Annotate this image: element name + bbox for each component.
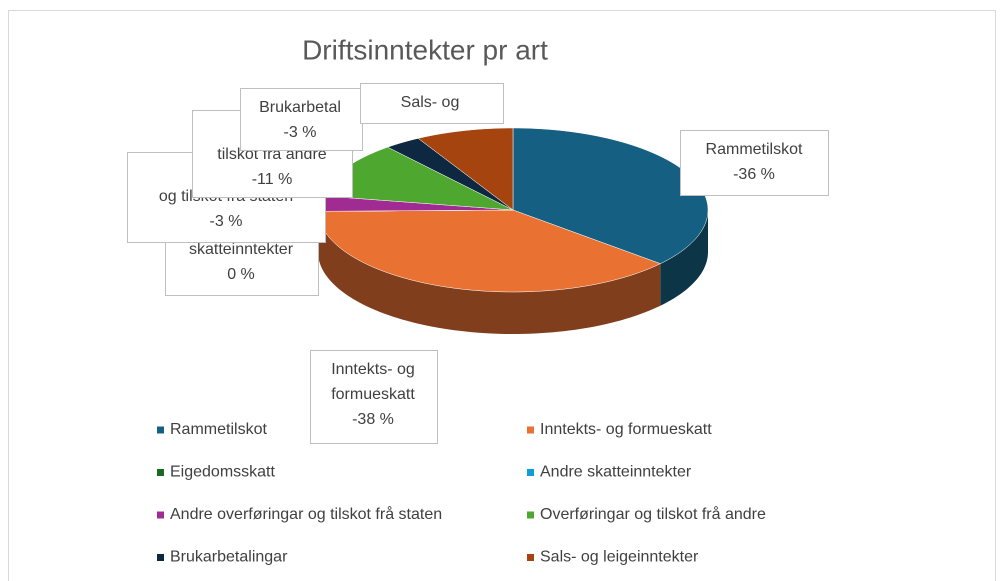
data-label: -3 % bbox=[210, 213, 243, 230]
legend-label: Rammetilskot bbox=[170, 421, 267, 438]
data-label: -38 % bbox=[352, 411, 394, 428]
pie-slice bbox=[417, 127, 514, 211]
legend-swatch bbox=[527, 426, 534, 434]
chart-title: Driftsinntekter pr art bbox=[302, 34, 548, 65]
data-label: skatteinntekter bbox=[189, 241, 294, 258]
data-label-box bbox=[310, 350, 438, 444]
legend-swatch bbox=[157, 511, 164, 519]
legend-label: Eigedomsskatt bbox=[170, 464, 275, 481]
data-label: -36 % bbox=[733, 166, 775, 183]
legend-label: Andre overføringar og tilskot frå staten bbox=[170, 505, 442, 523]
pie-side bbox=[318, 211, 661, 334]
data-label: Inntekts- og bbox=[331, 361, 415, 378]
pie-slice bbox=[387, 138, 514, 211]
data-label: Brukarbetal bbox=[259, 99, 341, 116]
data-label-box bbox=[360, 83, 504, 124]
legend-swatch bbox=[157, 469, 164, 476]
pie-slice bbox=[317, 209, 662, 293]
chart-border bbox=[8, 10, 996, 581]
legend-swatch bbox=[527, 469, 534, 476]
legend-swatch bbox=[527, 511, 534, 519]
data-label-box bbox=[680, 130, 829, 196]
legend-swatch bbox=[527, 554, 534, 561]
legend-swatch bbox=[157, 554, 164, 561]
legend-label: Inntekts- og formueskatt bbox=[540, 421, 712, 438]
legend-label: Andre skatteinntekter bbox=[540, 464, 692, 481]
legend-label: Brukarbetalingar bbox=[170, 549, 288, 566]
data-label-box bbox=[240, 88, 363, 151]
data-label: -3 % bbox=[284, 124, 317, 141]
data-label: 0 % bbox=[227, 266, 255, 283]
data-label: Sals- og bbox=[401, 94, 460, 111]
data-label: -11 % bbox=[252, 171, 293, 188]
legend-label: Overføringar og tilskot frå andre bbox=[540, 505, 766, 523]
legend-label: Sals- og leigeinntekter bbox=[540, 549, 699, 566]
data-label: formueskatt bbox=[331, 386, 415, 403]
data-label: Rammetilskot bbox=[706, 141, 803, 158]
pie-side bbox=[660, 210, 708, 306]
legend-swatch bbox=[157, 426, 164, 434]
